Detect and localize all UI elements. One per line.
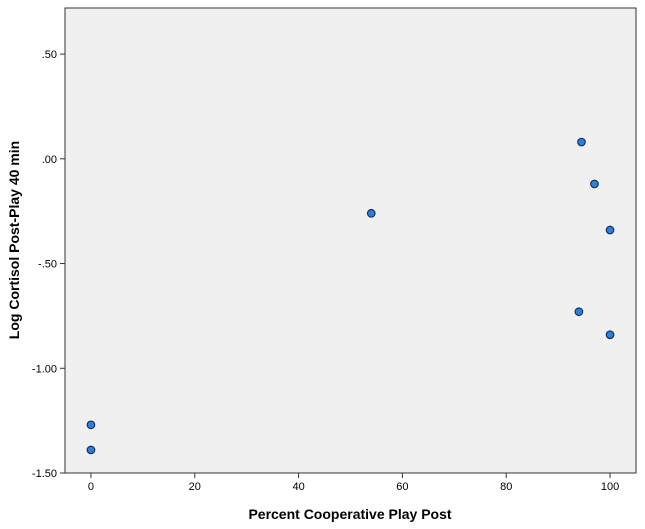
y-tick-label: -1.50 <box>32 468 57 480</box>
data-point <box>86 420 96 430</box>
x-tick-label: 40 <box>292 481 304 493</box>
y-tick-label: .50 <box>42 49 57 61</box>
data-points <box>86 137 615 455</box>
y-tick-label: -.50 <box>38 259 57 271</box>
x-tick-label: 0 <box>88 481 94 493</box>
x-axis-title: Percent Cooperative Play Post <box>248 506 451 522</box>
data-point <box>86 445 96 455</box>
data-point <box>590 179 599 189</box>
x-tick-label: 20 <box>189 481 201 493</box>
data-point <box>366 208 376 218</box>
data-point <box>574 307 584 317</box>
axis-ticks: 0 20 40 60 80 100 -1.50 -1.00 -.50 .00 .50 <box>32 49 619 493</box>
data-point <box>577 137 586 147</box>
y-axis-title: Log Cortisol Post-Play 40 min <box>6 141 22 339</box>
data-point <box>605 330 615 340</box>
plot-area <box>64 7 637 474</box>
y-tick-label: .00 <box>42 154 57 166</box>
y-tick-label: -1.00 <box>32 363 57 375</box>
x-tick-label: 60 <box>396 481 408 493</box>
x-tick-label: 80 <box>500 481 512 493</box>
data-point <box>605 225 615 235</box>
x-tick-label: 100 <box>601 481 619 493</box>
